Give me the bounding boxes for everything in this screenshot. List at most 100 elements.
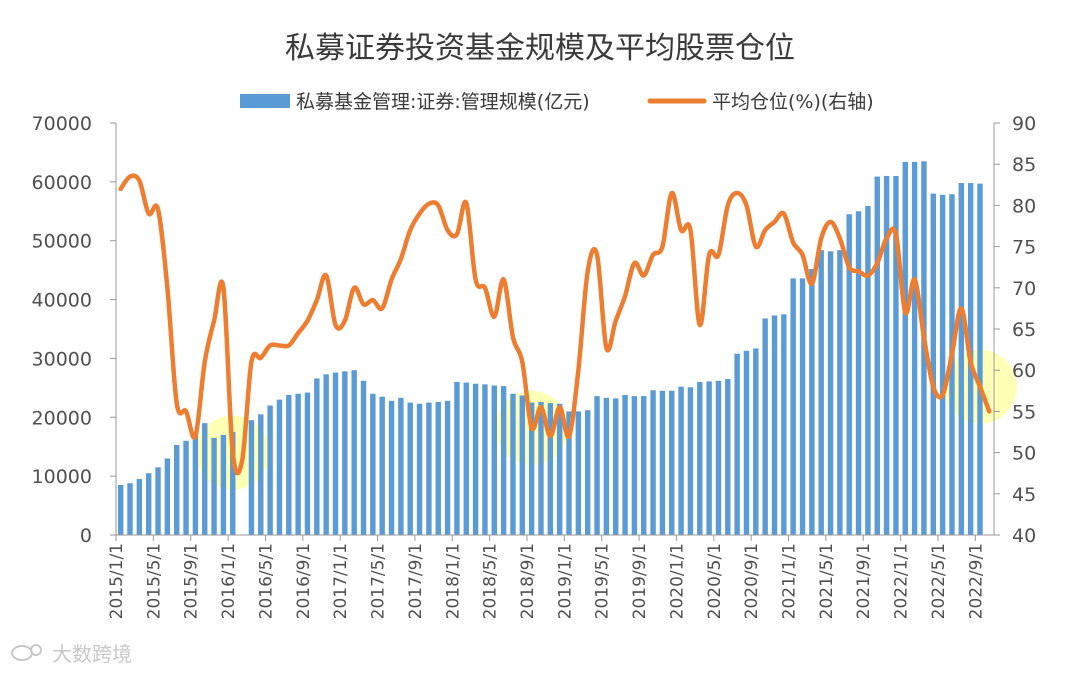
bar xyxy=(687,387,694,535)
right-tick-label: 40 xyxy=(1012,525,1036,547)
left-tick-label: 70000 xyxy=(32,113,92,135)
x-tick-label: 2019/9/1 xyxy=(630,543,650,619)
bar xyxy=(500,386,507,535)
x-tick-label: 2020/5/1 xyxy=(705,543,725,619)
left-tick-label: 40000 xyxy=(32,290,92,312)
bar xyxy=(818,250,824,536)
watermark-text: 大数跨境 xyxy=(52,642,132,666)
left-tick-label: 0 xyxy=(80,525,92,547)
bar xyxy=(360,380,367,535)
x-tick-label: 2021/9/1 xyxy=(854,543,874,619)
bar xyxy=(893,175,899,535)
bar xyxy=(276,399,283,535)
bar xyxy=(697,381,703,535)
left-tick-label: 30000 xyxy=(32,348,92,370)
right-tick-label: 90 xyxy=(1012,113,1036,135)
bar xyxy=(164,458,171,535)
bar xyxy=(472,383,479,535)
bar xyxy=(977,183,983,535)
x-tick-label: 2015/1/1 xyxy=(107,543,127,619)
bar xyxy=(155,467,161,535)
x-tick-label: 2018/1/1 xyxy=(443,543,463,619)
x-tick-label: 2021/1/1 xyxy=(780,543,800,619)
bar xyxy=(706,381,712,535)
bar xyxy=(332,372,339,535)
legend-bar-swatch xyxy=(240,94,290,108)
bar xyxy=(753,348,759,535)
x-tick-label: 2015/9/1 xyxy=(182,543,202,619)
right-tick-label: 80 xyxy=(1012,195,1036,217)
bar xyxy=(127,483,133,535)
legend-bar-label: 私募基金管理:证券:管理规模(亿元) xyxy=(296,91,590,113)
bar xyxy=(566,411,572,535)
right-tick-label: 65 xyxy=(1012,319,1036,341)
bar xyxy=(911,161,918,536)
bar xyxy=(650,390,656,535)
x-tick-label: 2016/9/1 xyxy=(294,543,314,619)
bar xyxy=(715,380,722,535)
bar xyxy=(519,395,526,535)
bar xyxy=(510,393,516,535)
bar xyxy=(781,314,787,535)
bar xyxy=(725,379,731,535)
left-tick-label: 10000 xyxy=(32,466,92,488)
right-axis-ticks: 40 45 50 55 60 65 70 75 80 85 90 xyxy=(994,113,1036,547)
bar xyxy=(855,211,862,536)
bar xyxy=(491,385,497,535)
x-tick-label: 2019/5/1 xyxy=(593,543,613,619)
bar xyxy=(342,371,348,535)
bar xyxy=(538,401,544,535)
bar xyxy=(622,394,628,535)
bar xyxy=(874,176,880,535)
bar xyxy=(435,401,441,535)
bar xyxy=(220,434,227,535)
x-tick-label: 2022/5/1 xyxy=(929,543,949,619)
right-tick-label: 45 xyxy=(1012,484,1036,506)
bar xyxy=(799,278,806,535)
right-tick-label: 75 xyxy=(1012,237,1036,259)
watermark-logo-dot-icon xyxy=(30,644,42,656)
legend: 私募基金管理:证券:管理规模(亿元) 平均仓位(%)(右轴) xyxy=(240,91,874,113)
bar xyxy=(267,405,273,535)
right-tick-label: 50 xyxy=(1012,443,1036,465)
x-tick-label: 2017/1/1 xyxy=(331,543,351,619)
bar xyxy=(762,318,768,535)
line-series xyxy=(118,173,992,476)
bar xyxy=(837,250,843,536)
bar xyxy=(117,484,124,535)
bar xyxy=(444,400,451,535)
bar xyxy=(930,193,936,535)
bar xyxy=(248,420,255,535)
legend-line-label: 平均仓位(%)(右轴) xyxy=(712,91,874,113)
bar xyxy=(286,394,292,535)
bar xyxy=(230,432,236,535)
x-tick-label: 2019/1/1 xyxy=(555,543,575,619)
bar xyxy=(351,370,357,535)
bar xyxy=(575,411,582,535)
x-tick-label: 2018/9/1 xyxy=(518,543,538,619)
left-tick-label: 20000 xyxy=(32,407,92,429)
bar xyxy=(809,268,815,535)
x-tick-label: 2017/5/1 xyxy=(369,543,389,619)
bar xyxy=(939,194,946,535)
bar xyxy=(594,396,600,535)
x-tick-label: 2016/5/1 xyxy=(256,543,276,619)
bar xyxy=(454,381,460,535)
bar xyxy=(659,390,666,535)
bar xyxy=(136,479,143,535)
bar xyxy=(958,183,965,535)
bar xyxy=(202,423,208,535)
bar xyxy=(426,402,432,535)
bar xyxy=(370,393,376,535)
right-tick-label: 70 xyxy=(1012,278,1036,300)
left-tick-label: 50000 xyxy=(32,231,92,253)
bar xyxy=(398,397,404,535)
watermark-logo-icon xyxy=(11,645,33,661)
x-tick-label: 2022/9/1 xyxy=(966,543,986,619)
bar xyxy=(790,278,796,535)
bar xyxy=(463,382,469,535)
bar xyxy=(388,400,395,535)
bar xyxy=(323,374,329,535)
x-tick-label: 2015/5/1 xyxy=(144,543,164,619)
